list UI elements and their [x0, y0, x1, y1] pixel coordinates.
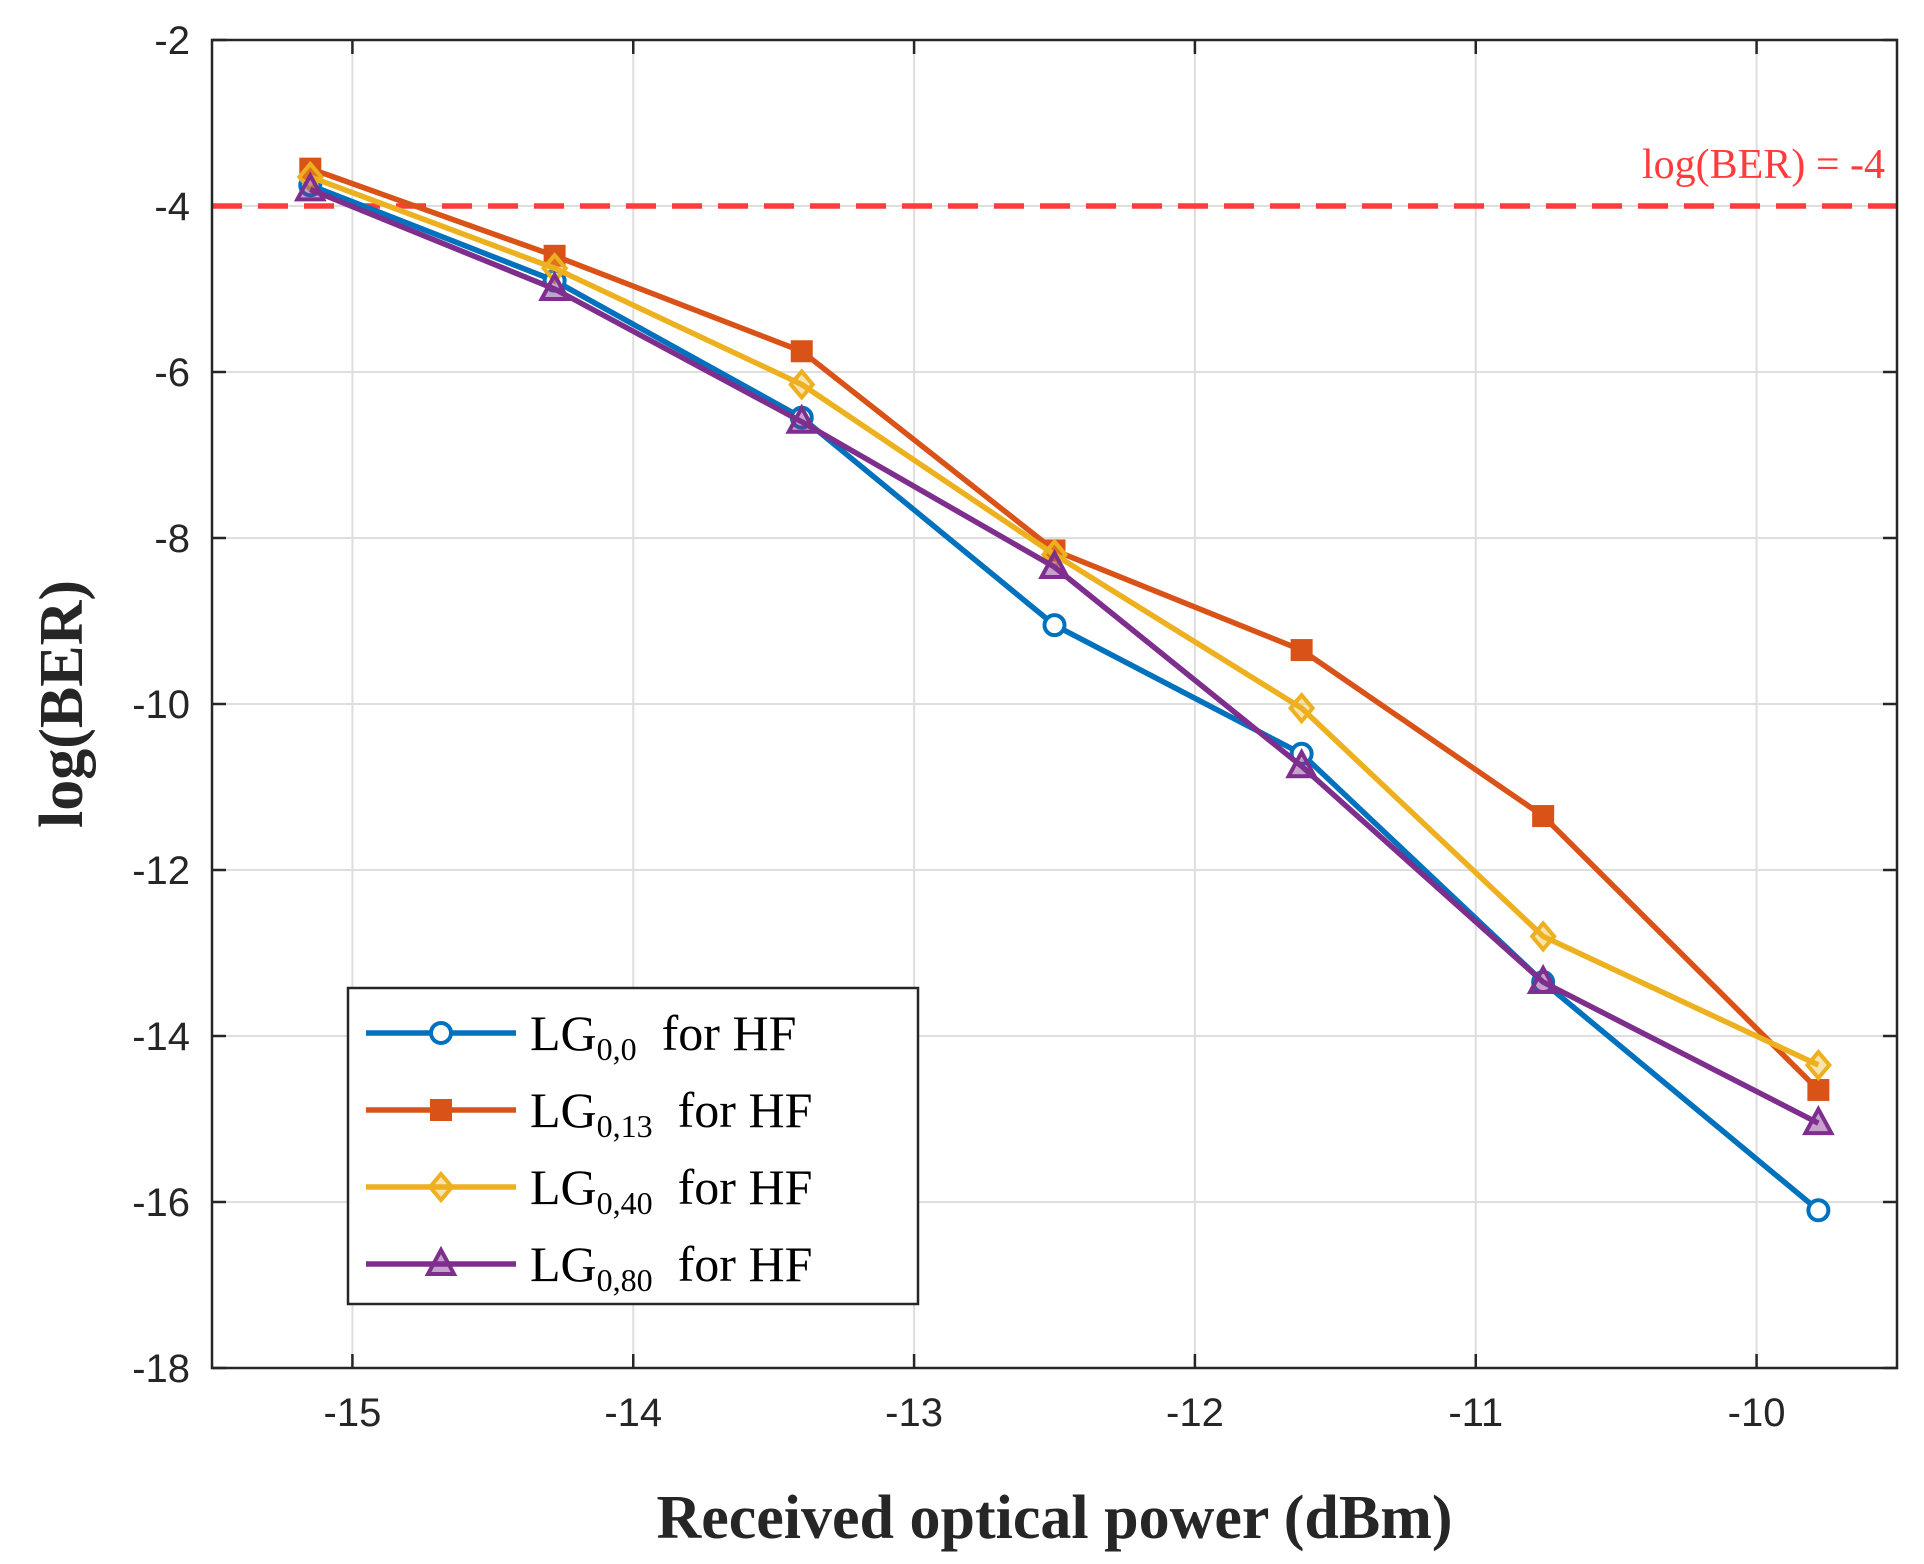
legend-item: LG0,13 for HF: [366, 1082, 812, 1144]
data-point: [540, 252, 569, 285]
data-point: [538, 270, 571, 301]
y-tick-label: -12: [132, 849, 190, 893]
legend-item: LG0,80 for HF: [366, 1236, 812, 1298]
legend-marker: [430, 1099, 452, 1121]
data-point: [790, 340, 813, 363]
legend-label: LG0,40 for HF: [530, 1159, 812, 1221]
data-point: [785, 403, 819, 434]
data-point: [1288, 692, 1316, 725]
y-tick-label: -8: [154, 517, 190, 561]
legend-label: LG0,0 for HF: [530, 1005, 796, 1067]
legend-marker: [429, 1021, 453, 1045]
legend: LG0,0 for HF LG0,13 for HF LG0,40 for HF LG…: [346, 986, 920, 1306]
reference-line-group: log(BER) = -4: [212, 142, 1897, 209]
series-0-80: [293, 171, 1835, 1136]
legend-label: LG0,80 for HF: [530, 1236, 812, 1298]
x-tick-label: -12: [1166, 1391, 1224, 1435]
legend-marker: [424, 1245, 458, 1276]
data-point: [1290, 639, 1313, 662]
y-axis-label: log(BER): [28, 580, 96, 828]
data-point: [1038, 548, 1071, 580]
data-point: [1532, 805, 1555, 828]
x-tick-label: -13: [885, 1391, 943, 1435]
x-tick-label: -11: [1448, 1391, 1503, 1435]
x-tick-label: -14: [604, 1391, 662, 1435]
data-point: [1042, 613, 1067, 638]
data-point: [1526, 963, 1560, 995]
series-group: [293, 157, 1835, 1223]
x-tick-label: -15: [324, 1391, 382, 1435]
y-tick-label: -2: [154, 19, 190, 63]
reference-line-label: log(BER) = -4: [1642, 142, 1885, 188]
plot-area-frame: [210, 38, 1899, 1370]
y-tick-label: -6: [154, 351, 190, 395]
data-point: [1529, 920, 1557, 953]
x-tick-label: -10: [1728, 1391, 1786, 1435]
data-point: [293, 171, 327, 202]
data-point: [1806, 1198, 1831, 1223]
legend-marker: [427, 1170, 455, 1204]
data-point: [1807, 1078, 1830, 1101]
axis-ticks: -15 -14 -13 -12 -11 -10 -18 -16 -14 -12 -10 -8 -6 -4 -…: [132, 19, 1897, 1435]
data-point: [1285, 748, 1318, 779]
y-tick-label: -14: [132, 1015, 190, 1059]
x-axis-label: Received optical power (dBm): [656, 1484, 1452, 1552]
data-point: [788, 368, 816, 401]
data-point: [1802, 1104, 1835, 1136]
y-tick-label: -4: [154, 185, 190, 229]
y-tick-label: -16: [132, 1181, 190, 1225]
series-line: [309, 186, 1820, 1126]
data-point: [1804, 1048, 1832, 1082]
y-tick-label: -18: [132, 1347, 190, 1391]
legend-item: LG0,0 for HF: [366, 1005, 796, 1067]
legend-item: LG0,40 for HF: [366, 1159, 812, 1221]
y-tick-label: -10: [132, 683, 190, 727]
legend-label: LG0,13 for HF: [530, 1082, 812, 1144]
